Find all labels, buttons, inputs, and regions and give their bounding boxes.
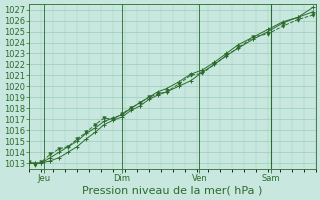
- X-axis label: Pression niveau de la mer( hPa ): Pression niveau de la mer( hPa ): [83, 186, 263, 196]
